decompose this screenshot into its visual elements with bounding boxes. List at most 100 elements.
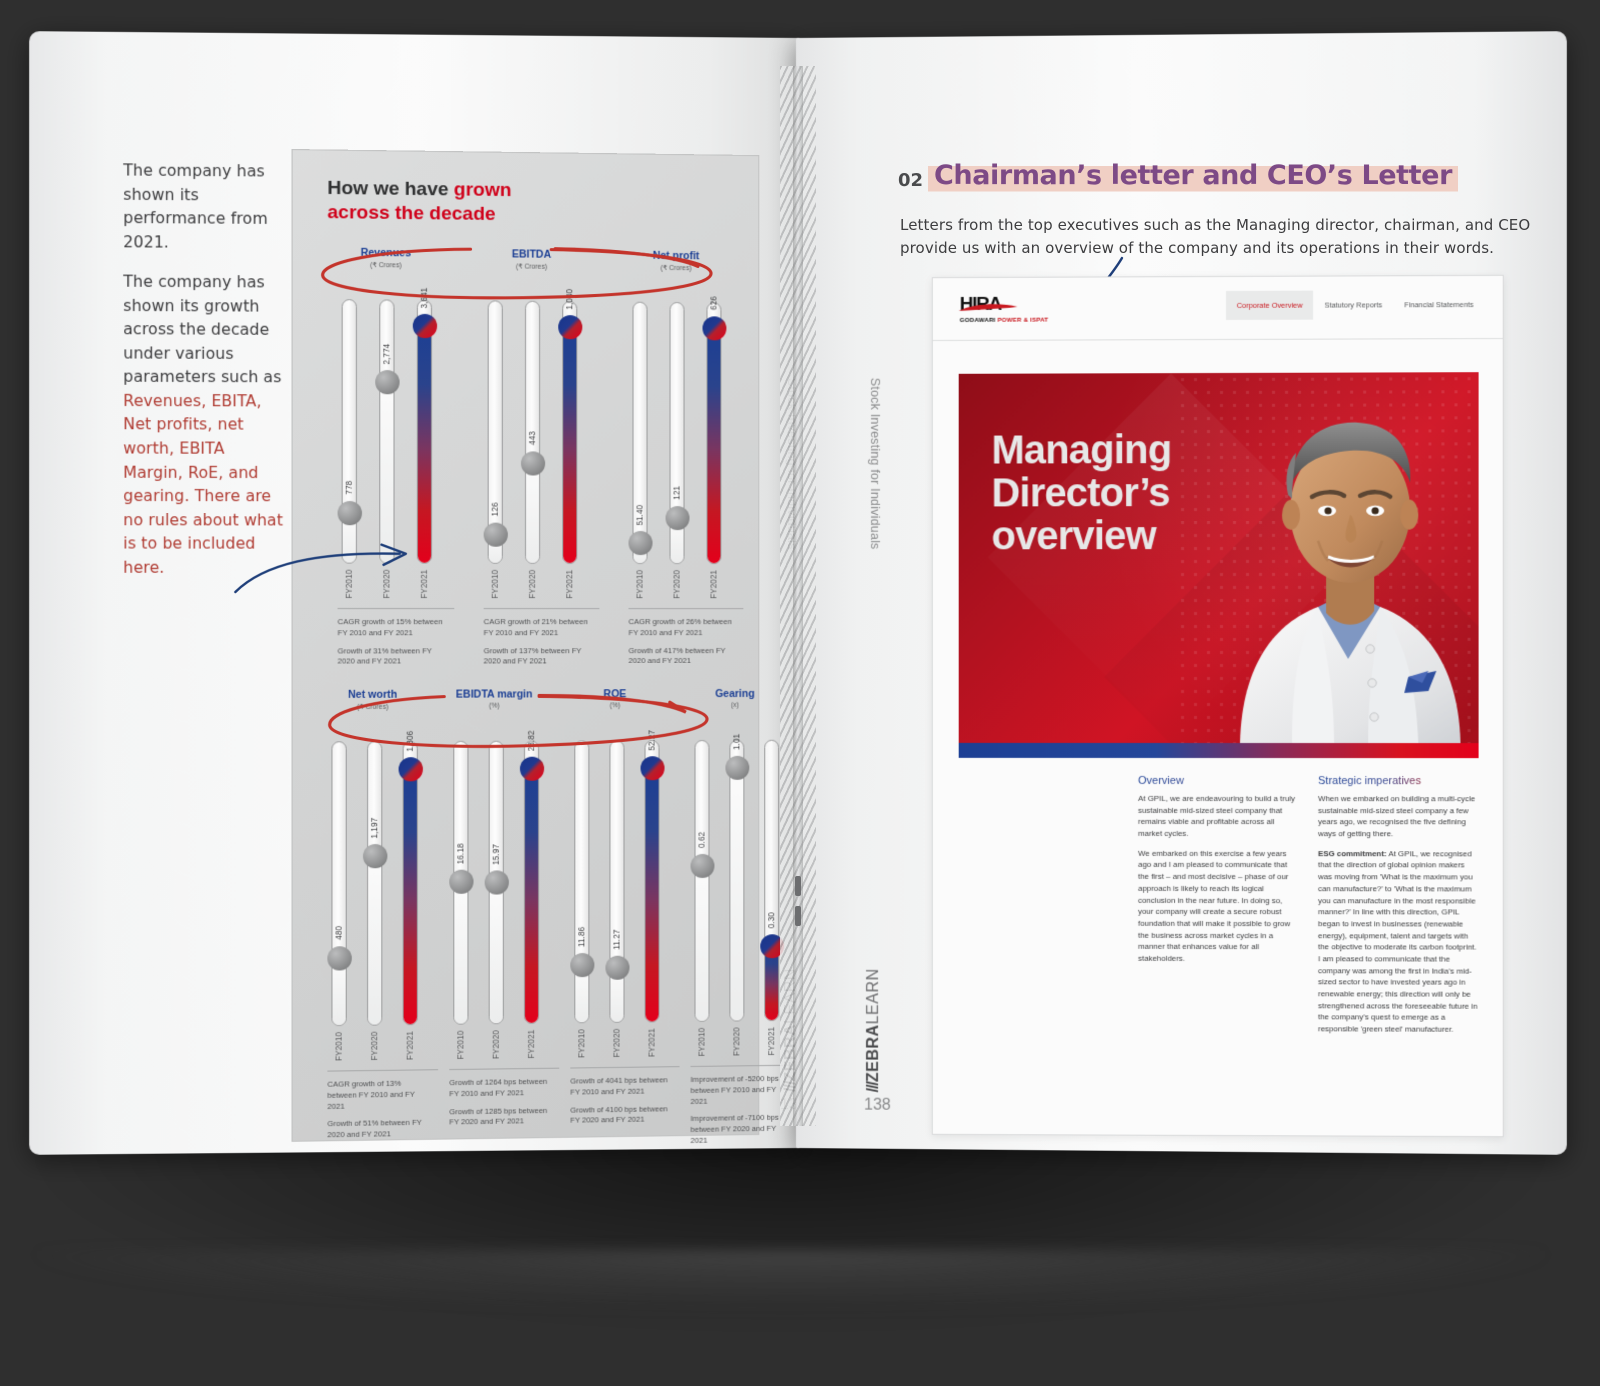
thermometer-bar: 52.27 bbox=[640, 730, 665, 1023]
thermometer-bar: 0.30 bbox=[759, 739, 784, 1022]
thermometer-knob[interactable] bbox=[483, 522, 508, 547]
chart-note-rule bbox=[483, 608, 600, 610]
thermometer-axis-label: FY2020 bbox=[491, 1030, 501, 1060]
thermometer-knob[interactable] bbox=[362, 843, 387, 869]
page-number-right: 138 bbox=[864, 1096, 891, 1114]
thermometer-knob[interactable] bbox=[665, 506, 690, 531]
section-number: 02 bbox=[898, 170, 924, 191]
thermometer-knob[interactable] bbox=[701, 316, 726, 341]
thermometer-knob[interactable] bbox=[326, 946, 352, 971]
chart-note-2: Growth of 1285 bps between FY 2020 and F… bbox=[449, 1105, 548, 1127]
chart-group-notes: Growth of 1264 bps between FY 2010 and F… bbox=[449, 1077, 549, 1136]
banner-gradient-bar bbox=[958, 742, 1479, 759]
thermometer-bar: 1.01 bbox=[724, 734, 749, 1022]
chart-panel-top: 778 FY2010 2,774 FY2020 3,641 FY2021 Revenues (… bbox=[293, 246, 761, 681]
thermometer-bar: 626 bbox=[701, 297, 726, 565]
hira-swoosh-icon bbox=[958, 304, 1018, 311]
thermometer-knob[interactable] bbox=[412, 313, 437, 339]
hira-logo: HIRA GODAWARI POWER & ISPAT bbox=[958, 294, 1049, 324]
thermometer-fill bbox=[707, 327, 721, 564]
thermometer-knob[interactable] bbox=[557, 315, 582, 340]
chart-group-name: Revenues bbox=[360, 246, 412, 260]
thermometer-bar: 443 bbox=[520, 300, 545, 564]
thermometer-bar: 28.82 bbox=[519, 730, 544, 1024]
hira-logo-subtitle: GODAWARI POWER & ISPAT bbox=[960, 317, 1049, 324]
chart-group-notes: CAGR growth of 21% between FY 2010 and F… bbox=[484, 617, 590, 674]
column-heading-strategic: Strategic imperatives bbox=[1318, 775, 1479, 787]
overview-paragraph-1: At GPIL, we are endeavouring to build a … bbox=[1138, 793, 1296, 839]
chart-group-header: Gearing (x) bbox=[673, 688, 797, 709]
thermometer-axis-label: FY2021 bbox=[405, 1031, 415, 1061]
thermometer-value-label: 126 bbox=[490, 502, 500, 517]
thermometer-knob[interactable] bbox=[724, 755, 749, 780]
report-column-strategic: Strategic imperatives When we embarked o… bbox=[1318, 775, 1479, 1044]
chart-group-unit: (%) bbox=[609, 702, 621, 710]
thermometer-value-label: 1,040 bbox=[565, 288, 575, 310]
thermometer-knob[interactable] bbox=[640, 756, 665, 781]
chart-group-unit: (₹ Crores) bbox=[515, 263, 548, 271]
thermometer-knob[interactable] bbox=[569, 952, 594, 978]
thermometer-knob[interactable] bbox=[448, 869, 474, 894]
thermometer-fill bbox=[730, 766, 744, 1021]
thermometer-fill bbox=[454, 880, 468, 1024]
thermometer-value-label: 11.86 bbox=[577, 927, 587, 948]
thermometer-axis-label: FY2010 bbox=[697, 1027, 707, 1057]
chart-note-2: Growth of 4100 bps between FY 2020 and F… bbox=[570, 1103, 668, 1126]
thermometer-bar: 126 bbox=[483, 300, 508, 564]
thermometer-knob[interactable] bbox=[398, 757, 423, 782]
thermometer-knob[interactable] bbox=[519, 756, 544, 781]
thermometer-fill bbox=[645, 767, 659, 1022]
nav-item-financial-statements[interactable]: Financial Statements bbox=[1404, 300, 1474, 310]
thermometer-knob[interactable] bbox=[690, 853, 714, 879]
thermometer-axis-label: FY2020 bbox=[370, 1031, 380, 1061]
report-text-columns: Overview At GPIL, we are endeavouring to… bbox=[959, 775, 1479, 1044]
thermometer-axis-label: FY2021 bbox=[565, 569, 575, 599]
thermometer-knob[interactable] bbox=[484, 870, 509, 895]
thermometer-knob[interactable] bbox=[337, 500, 362, 526]
thermometer-value-label: 3,641 bbox=[419, 287, 429, 308]
thermometer-knob[interactable] bbox=[374, 369, 400, 395]
thermometer-axis-label: FY2021 bbox=[419, 569, 429, 599]
nav-item-statutory-reports[interactable]: Statutory Reports bbox=[1324, 300, 1383, 310]
handwritten-note-top-right: Letters from the top executives such as … bbox=[900, 216, 1531, 257]
chart-note-rule bbox=[337, 608, 455, 610]
chart-note-1: CAGR growth of 15% between FY 2010 and F… bbox=[337, 617, 443, 638]
chart-group-notes: CAGR growth of 13% between FY 2010 and F… bbox=[327, 1078, 428, 1148]
thermometer-value-label: 15.97 bbox=[491, 843, 501, 865]
chart-group-unit: (₹ Crores) bbox=[370, 262, 402, 270]
thermometer-axis-label: FY2010 bbox=[490, 569, 500, 599]
thermometer-knob[interactable] bbox=[628, 530, 653, 556]
desk-edge bbox=[36, 1250, 1546, 1310]
chart-group-name: Gearing bbox=[715, 687, 755, 701]
thermometer-value-label: 11.27 bbox=[612, 929, 622, 950]
thermometer-fill bbox=[380, 381, 394, 563]
chart-group-header: Net worth (₹ Crores) bbox=[309, 689, 436, 711]
chart-note-rule bbox=[570, 1066, 680, 1069]
strategic-paragraph-1: When we embarked on building a multi-cyc… bbox=[1318, 794, 1476, 839]
handwritten-note-left: The company has shown its performance fr… bbox=[123, 159, 284, 596]
thermometer-value-label: 28.82 bbox=[527, 730, 537, 751]
chart-group-notes: CAGR growth of 26% between FY 2010 and F… bbox=[629, 617, 734, 674]
thermometer-axis-label: FY2020 bbox=[672, 570, 682, 599]
spine-text-right: Stock Investing for Individuals bbox=[868, 377, 883, 550]
chart-group-header: Revenues (₹ Crores) bbox=[319, 246, 452, 270]
page-title: Chairman’s letter and CEO’s Letter bbox=[928, 160, 1459, 193]
thermometer-knob[interactable] bbox=[520, 451, 545, 476]
thermometer-value-label: 778 bbox=[344, 481, 354, 495]
chart-group-name: ROE bbox=[603, 688, 627, 701]
banner-title: Managing Director’s overview bbox=[992, 428, 1172, 558]
thermometer-bar: 16.18 bbox=[448, 740, 474, 1025]
thermometer-value-label: 121 bbox=[672, 486, 682, 501]
thermometer-fill bbox=[489, 881, 503, 1024]
report-nav[interactable]: Corporate Overview Statutory Reports Fin… bbox=[1225, 290, 1485, 320]
strategic-paragraph-2: ESG commitment: At GPIL, we recognised t… bbox=[1318, 848, 1478, 1034]
nav-item-corporate-overview[interactable]: Corporate Overview bbox=[1225, 290, 1314, 320]
report-header: HIRA GODAWARI POWER & ISPAT Corporate Ov… bbox=[932, 275, 1503, 341]
thermometer-bar: 1,040 bbox=[557, 289, 582, 564]
open-book: The company has shown its performance fr… bbox=[29, 31, 1567, 1155]
report-header-rule bbox=[932, 338, 1503, 341]
thermometer-axis-label: FY2010 bbox=[344, 569, 354, 599]
chart-note-1: CAGR growth of 26% between FY 2010 and F… bbox=[628, 617, 732, 637]
thermometer-value-label: 480 bbox=[334, 926, 344, 941]
thermometer-knob[interactable] bbox=[604, 955, 630, 980]
